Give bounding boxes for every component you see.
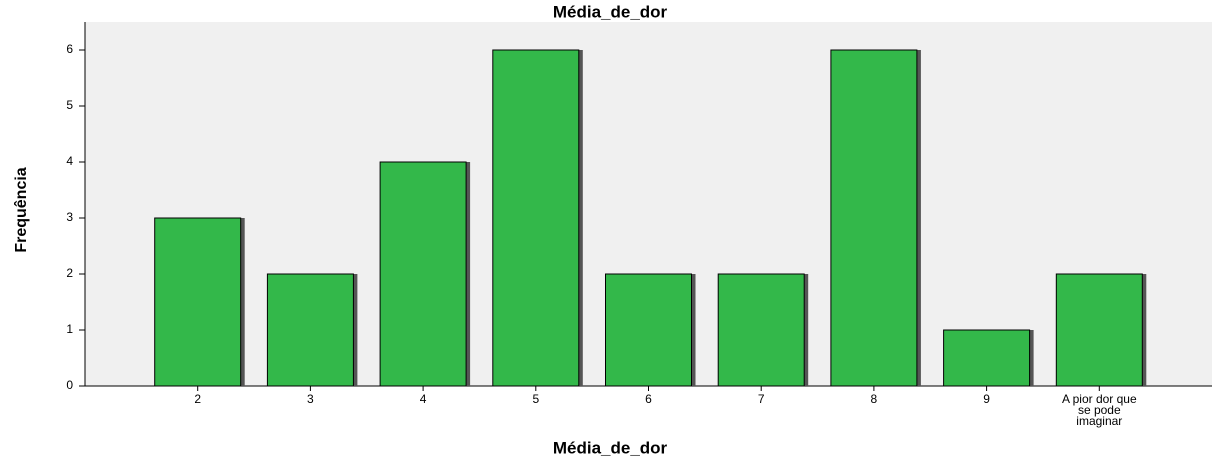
y-tick-label: 1 [66,322,73,336]
x-tick-label: 5 [532,392,540,406]
y-tick-label: 4 [66,154,73,168]
bar [830,49,918,387]
bar [266,273,354,387]
bar [1055,273,1143,387]
y-tick-label: 5 [66,98,73,112]
y-tick-label: 2 [66,266,73,280]
y-tick-label: 6 [66,42,73,56]
bar [717,273,805,387]
y-axis-label: Frequência [13,167,30,252]
y-tick-label: 3 [66,210,73,224]
x-tick-label: 4 [419,392,427,406]
bar [943,329,1031,387]
bar [605,273,692,387]
chart-title: Média_de_dor [553,2,668,21]
x-tick-label: 3 [307,392,314,406]
y-tick-label: 0 [66,378,73,392]
x-axis-label: Média_de_dor [553,438,668,457]
x-tick-label: 6 [645,392,652,406]
x-tick-label: A pior dor que se pode imaginar [1061,392,1137,428]
bar [154,217,242,387]
x-tick-label: 9 [983,392,990,406]
bar [379,161,467,387]
x-tick-label: 7 [757,392,765,406]
x-tick-label: 8 [870,392,878,406]
bar [492,49,580,387]
x-tick-label: 2 [194,392,202,406]
